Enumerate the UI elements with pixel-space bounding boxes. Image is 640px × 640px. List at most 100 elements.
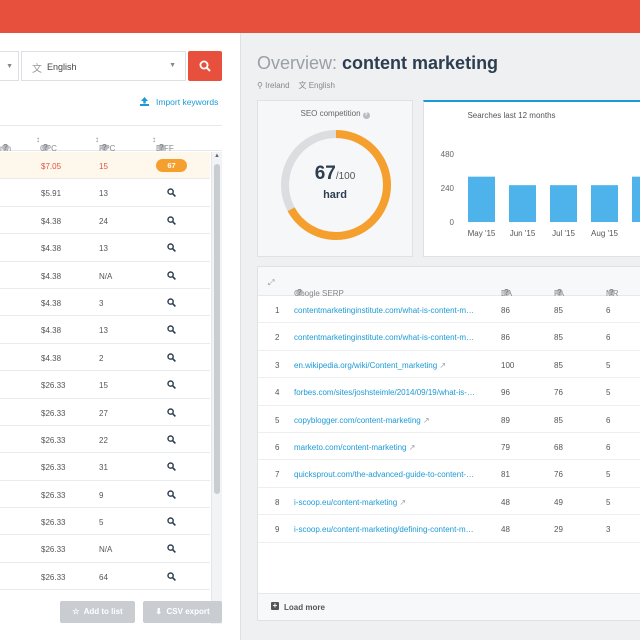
location-select[interactable]: ▼ [0,51,19,81]
add-to-list-button[interactable]: ☆ Add to list [60,601,135,623]
keyword-row[interactable]: $26.33 22 [0,425,210,454]
search-icon[interactable] [167,489,176,499]
search-icon[interactable] [167,544,176,554]
search-icon[interactable] [167,216,176,225]
trend-bar[interactable] [591,185,618,222]
cpc-value: $7.05 [41,162,62,171]
da-value: 79 [501,443,510,452]
seo-competition-title: SEO competition? [258,109,412,119]
serp-url-link[interactable]: contentmarketinginstitute.com/what-is-co… [294,306,475,315]
search-icon[interactable] [167,572,176,581]
trend-bar[interactable] [509,185,536,222]
y-tick-label: 480 [441,150,455,159]
search-icon [199,60,211,72]
keyword-row[interactable]: $26.33 9 [0,480,210,509]
import-keywords-link[interactable]: Import keywords [140,97,218,109]
info-icon: ? [608,288,615,297]
download-icon: ⬇ [155,607,163,616]
search-icon[interactable] [167,270,176,280]
serp-url-link[interactable]: en.wikipedia.org/wiki/Content_marketing … [294,360,447,370]
cpc-value: $26.33 [41,545,66,555]
import-keywords-label: Import keywords [156,97,219,107]
x-tick-label: May '15 [468,229,496,238]
ppc-value: 15 [99,381,108,391]
cpc-value: $26.33 [41,408,66,418]
overview-subtitle: ⚲ Ireland 文 English [257,80,335,91]
serp-row: 1 contentmarketinginstitute.com/what-is-c… [258,296,640,324]
serp-url-link[interactable]: i-scoop.eu/content-marketing/defining-co… [294,525,474,535]
pa-value: 76 [554,470,563,480]
cpc-value: $26.33 [41,490,66,500]
info-icon: ? [101,143,108,152]
serp-url-link[interactable]: quicksprout.com/the-advanced-guide-to-co… [294,470,475,480]
overview-language: English [308,81,335,90]
keyword-panel: ▼ 文 English ▼ Import keywords rch? ↕ CPC… [0,33,241,640]
keyword-row[interactable]: $26.33 27 [0,398,210,426]
ppc-value: 13 [99,244,108,254]
keyword-row[interactable]: $4.38 13 [0,234,210,262]
scrollbar[interactable]: ▲ ▼ [211,152,222,624]
keyword-row[interactable]: $26.33 64 [0,562,210,591]
cpc-column-header[interactable]: ↕ CPC? [36,135,57,153]
external-link-icon[interactable]: ↗ [437,360,447,370]
keyword-row[interactable]: $4.38 N/A [0,261,210,289]
mr-value: 6 [606,443,611,452]
csv-export-button[interactable]: ⬇ CSV export [143,601,222,623]
info-icon: ? [362,112,370,119]
serp-url-link[interactable]: contentmarketinginstitute.com/what-is-co… [294,333,475,343]
search-icon[interactable] [167,243,176,253]
overview-keyword: content marketing [342,53,499,73]
search-icon[interactable] [167,380,176,390]
chevron-down-icon: ▼ [169,62,176,69]
keyword-row[interactable]: $26.33 15 [0,371,210,399]
search-button[interactable] [188,51,222,81]
diff-column-header[interactable]: ↕ DIFF? [152,135,174,153]
search-icon[interactable] [167,407,176,417]
ppc-value: N/A [99,271,113,281]
pa-value: 85 [554,333,563,343]
da-value: 86 [501,306,510,315]
keyword-row[interactable]: $5.91 13 [0,179,210,207]
da-value: 100 [501,360,515,370]
keyword-row[interactable]: $4.38 13 [0,316,210,344]
external-link-icon[interactable]: ↗ [397,497,407,507]
serp-url-link[interactable]: i-scoop.eu/content-marketing ↗ [294,497,407,507]
trend-bar[interactable] [468,176,495,222]
trend-bar[interactable] [550,185,577,222]
keyword-row[interactable]: $26.33 N/A [0,535,210,563]
search-icon[interactable] [167,462,176,472]
da-value: 96 [501,388,510,398]
keyword-row[interactable]: $7.05 15 67 [0,152,210,180]
search-icon[interactable] [167,435,176,444]
serp-url-link[interactable]: copyblogger.com/content-marketing ↗ [294,415,430,425]
search-icon[interactable] [167,353,176,362]
scrollbar-thumb[interactable] [214,164,220,494]
search-icon[interactable] [167,325,176,335]
load-more-button[interactable]: + Load more [258,593,640,620]
search-icon[interactable] [167,517,176,527]
keyword-row[interactable]: $4.38 2 [0,343,210,372]
search-icon[interactable] [167,188,176,198]
serp-url-link[interactable]: marketo.com/content-marketing ↗ [294,443,416,452]
external-link-icon[interactable]: ↗ [420,415,430,425]
da-value: 48 [501,525,510,535]
keyword-row[interactable]: $4.38 24 [0,206,210,235]
expand-icon[interactable]: ⤢ [268,278,275,287]
keyword-row[interactable]: $26.33 5 [0,508,210,536]
keyword-row[interactable]: $26.33 31 [0,453,210,481]
y-tick-label: 0 [450,218,455,227]
scroll-up-icon[interactable]: ▲ [214,153,220,159]
language-select[interactable]: 文 English ▼ [21,51,186,81]
pa-value: 76 [554,388,563,398]
serp-url-link[interactable]: forbes.com/sites/joshsteimle/2014/09/19/… [294,388,475,398]
ppc-value: N/A [99,545,113,555]
external-link-icon[interactable]: ↗ [406,443,416,452]
trend-bar[interactable] [632,176,640,222]
keyword-row[interactable]: $4.38 3 [0,288,210,317]
search-icon[interactable] [167,298,176,307]
ppc-column-header[interactable]: ↕ PPC? [95,135,115,153]
ppc-value: 64 [99,572,108,582]
cpc-value: $26.33 [41,463,66,473]
serp-row: 4 forbes.com/sites/joshsteimle/2014/09/19… [258,378,640,406]
serp-rank: 7 [275,470,280,480]
